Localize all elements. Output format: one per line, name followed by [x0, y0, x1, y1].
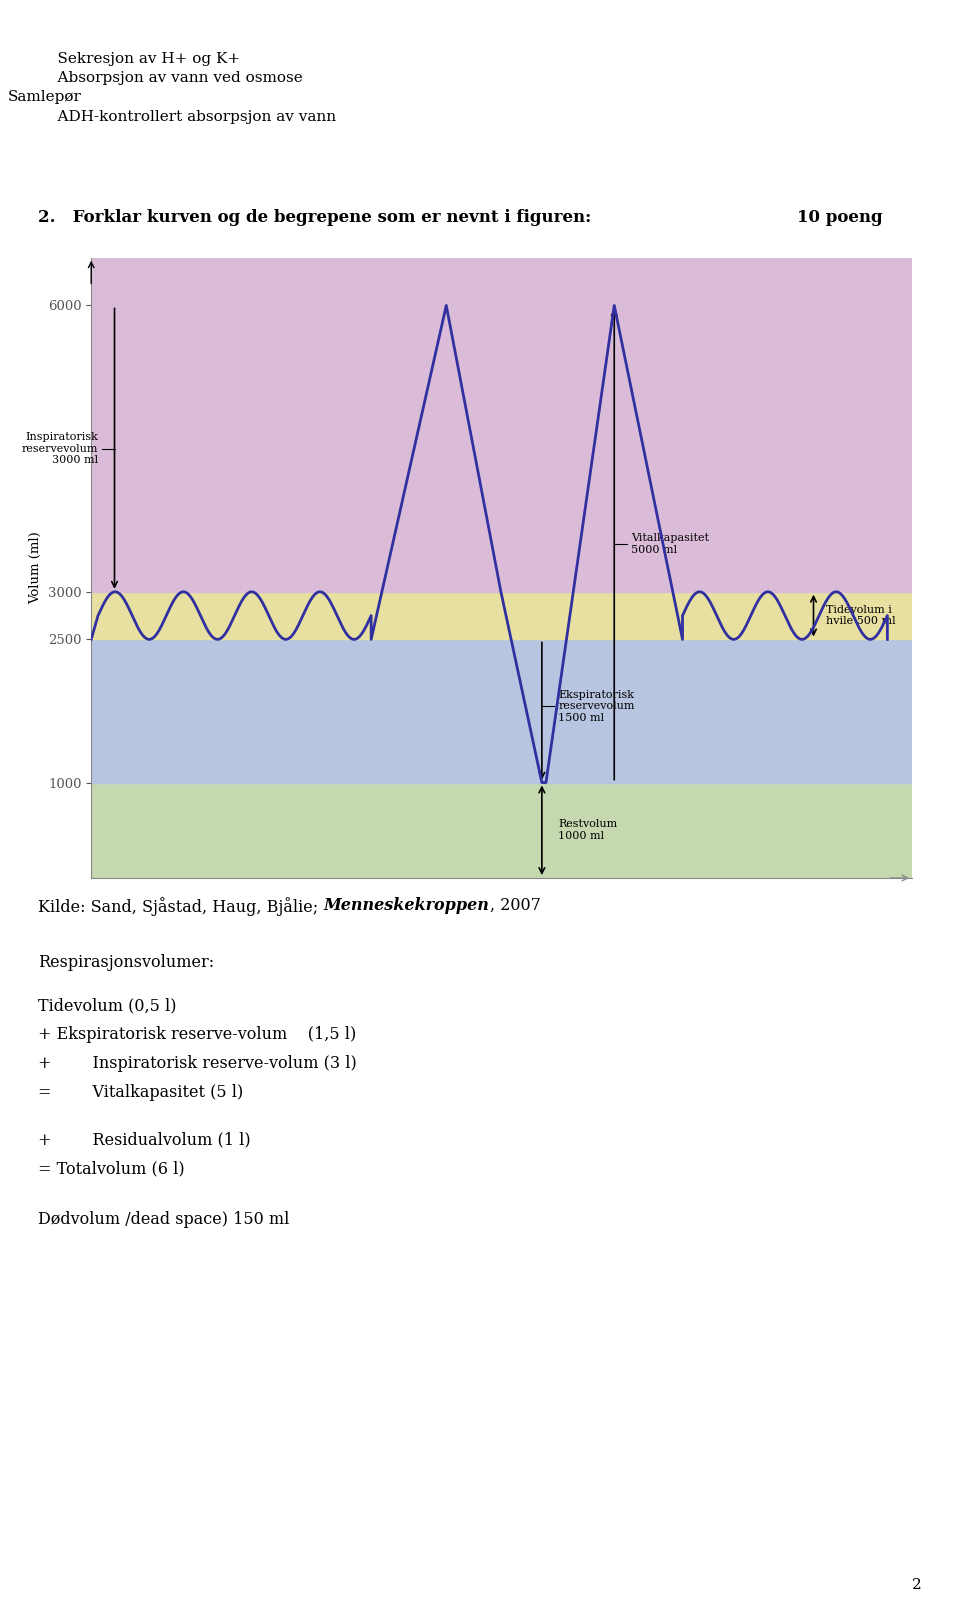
Text: Sekresjon av H+ og K+: Sekresjon av H+ og K+: [38, 52, 241, 66]
Text: 2.   Forklar kurven og de begrepene som er nevnt i figuren:: 2. Forklar kurven og de begrepene som er…: [38, 209, 591, 227]
Bar: [91, 591, 912, 640]
Text: Vitalkapasitet
5000 ml: Vitalkapasitet 5000 ml: [631, 533, 708, 554]
Text: 10 poeng: 10 poeng: [797, 209, 882, 227]
Text: Dødvolum /dead space) 150 ml: Dødvolum /dead space) 150 ml: [38, 1211, 290, 1229]
Text: Menneskekroppen: Menneskekroppen: [324, 897, 490, 915]
Text: =        Vitalkapasitet (5 l): = Vitalkapasitet (5 l): [38, 1084, 244, 1102]
Text: +        Residualvolum (1 l): + Residualvolum (1 l): [38, 1131, 251, 1149]
Text: ADH-kontrollert absorpsjon av vann: ADH-kontrollert absorpsjon av vann: [38, 110, 337, 124]
Bar: [91, 258, 912, 591]
Bar: [91, 640, 912, 783]
Text: Restvolum
1000 ml: Restvolum 1000 ml: [559, 820, 617, 841]
Text: Inspiratorisk
reservevolum
3000 ml: Inspiratorisk reservevolum 3000 ml: [21, 432, 98, 466]
Text: = Totalvolum (6 l): = Totalvolum (6 l): [38, 1160, 185, 1178]
Text: Tidevolum i
hvile 500 ml: Tidevolum i hvile 500 ml: [826, 604, 896, 627]
Text: Absorpsjon av vann ved osmose: Absorpsjon av vann ved osmose: [38, 71, 303, 85]
Text: Respirasjonsvolumer:: Respirasjonsvolumer:: [38, 954, 214, 971]
Y-axis label: Volum (ml): Volum (ml): [30, 532, 42, 604]
Text: Tidevolum (0,5 l): Tidevolum (0,5 l): [38, 997, 177, 1015]
Text: 2: 2: [912, 1577, 922, 1592]
Text: Kilde: Sand, Sjåstad, Haug, Bjålie;: Kilde: Sand, Sjåstad, Haug, Bjålie;: [38, 897, 324, 917]
Text: Ekspiratorisk
reservevolum
1500 ml: Ekspiratorisk reservevolum 1500 ml: [559, 690, 635, 723]
Text: + Ekspiratorisk reserve-volum    (1,5 l): + Ekspiratorisk reserve-volum (1,5 l): [38, 1026, 357, 1044]
Text: Samlерør: Samlерør: [8, 90, 82, 105]
Text: +        Inspiratorisk reserve-volum (3 l): + Inspiratorisk reserve-volum (3 l): [38, 1055, 357, 1073]
Bar: [91, 783, 912, 878]
Text: , 2007: , 2007: [490, 897, 540, 915]
